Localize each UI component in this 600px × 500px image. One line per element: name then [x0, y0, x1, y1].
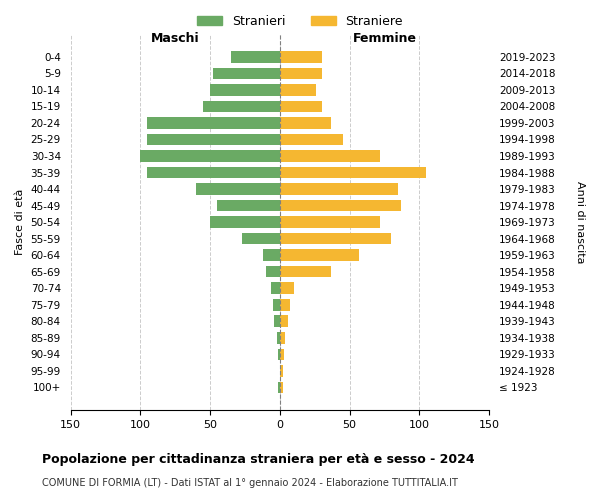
Bar: [280, 200, 401, 211]
Bar: [280, 150, 380, 162]
Y-axis label: Anni di nascita: Anni di nascita: [575, 181, 585, 264]
Legend: Stranieri, Straniere: Stranieri, Straniere: [191, 8, 409, 34]
Bar: [280, 100, 322, 112]
Bar: [280, 382, 283, 393]
Bar: [280, 266, 331, 278]
Bar: [274, 316, 280, 327]
Bar: [280, 299, 290, 310]
Bar: [280, 233, 391, 244]
Bar: [263, 250, 280, 261]
Bar: [196, 184, 280, 195]
Bar: [280, 365, 283, 376]
Bar: [277, 332, 280, 344]
Bar: [271, 282, 280, 294]
Bar: [231, 51, 280, 62]
Bar: [280, 216, 380, 228]
Bar: [280, 51, 322, 62]
Bar: [280, 68, 322, 79]
Bar: [280, 117, 331, 128]
Bar: [266, 266, 280, 278]
Text: COMUNE DI FORMIA (LT) - Dati ISTAT al 1° gennaio 2024 - Elaborazione TUTTITALIA.: COMUNE DI FORMIA (LT) - Dati ISTAT al 1°…: [42, 478, 458, 488]
Bar: [278, 382, 280, 393]
Bar: [278, 348, 280, 360]
Bar: [273, 299, 280, 310]
Text: Maschi: Maschi: [151, 32, 199, 45]
Bar: [213, 68, 280, 79]
Bar: [140, 150, 280, 162]
Bar: [147, 134, 280, 145]
Bar: [280, 332, 286, 344]
Bar: [203, 100, 280, 112]
Bar: [242, 233, 280, 244]
Bar: [280, 166, 426, 178]
Bar: [280, 348, 284, 360]
Bar: [280, 316, 288, 327]
Text: Femmine: Femmine: [352, 32, 416, 45]
Bar: [280, 282, 294, 294]
Bar: [280, 134, 343, 145]
Bar: [280, 184, 398, 195]
Bar: [147, 166, 280, 178]
Bar: [210, 216, 280, 228]
Text: Popolazione per cittadinanza straniera per età e sesso - 2024: Popolazione per cittadinanza straniera p…: [42, 452, 475, 466]
Bar: [280, 250, 359, 261]
Bar: [280, 84, 316, 96]
Y-axis label: Fasce di età: Fasce di età: [15, 189, 25, 256]
Bar: [217, 200, 280, 211]
Bar: [147, 117, 280, 128]
Bar: [210, 84, 280, 96]
